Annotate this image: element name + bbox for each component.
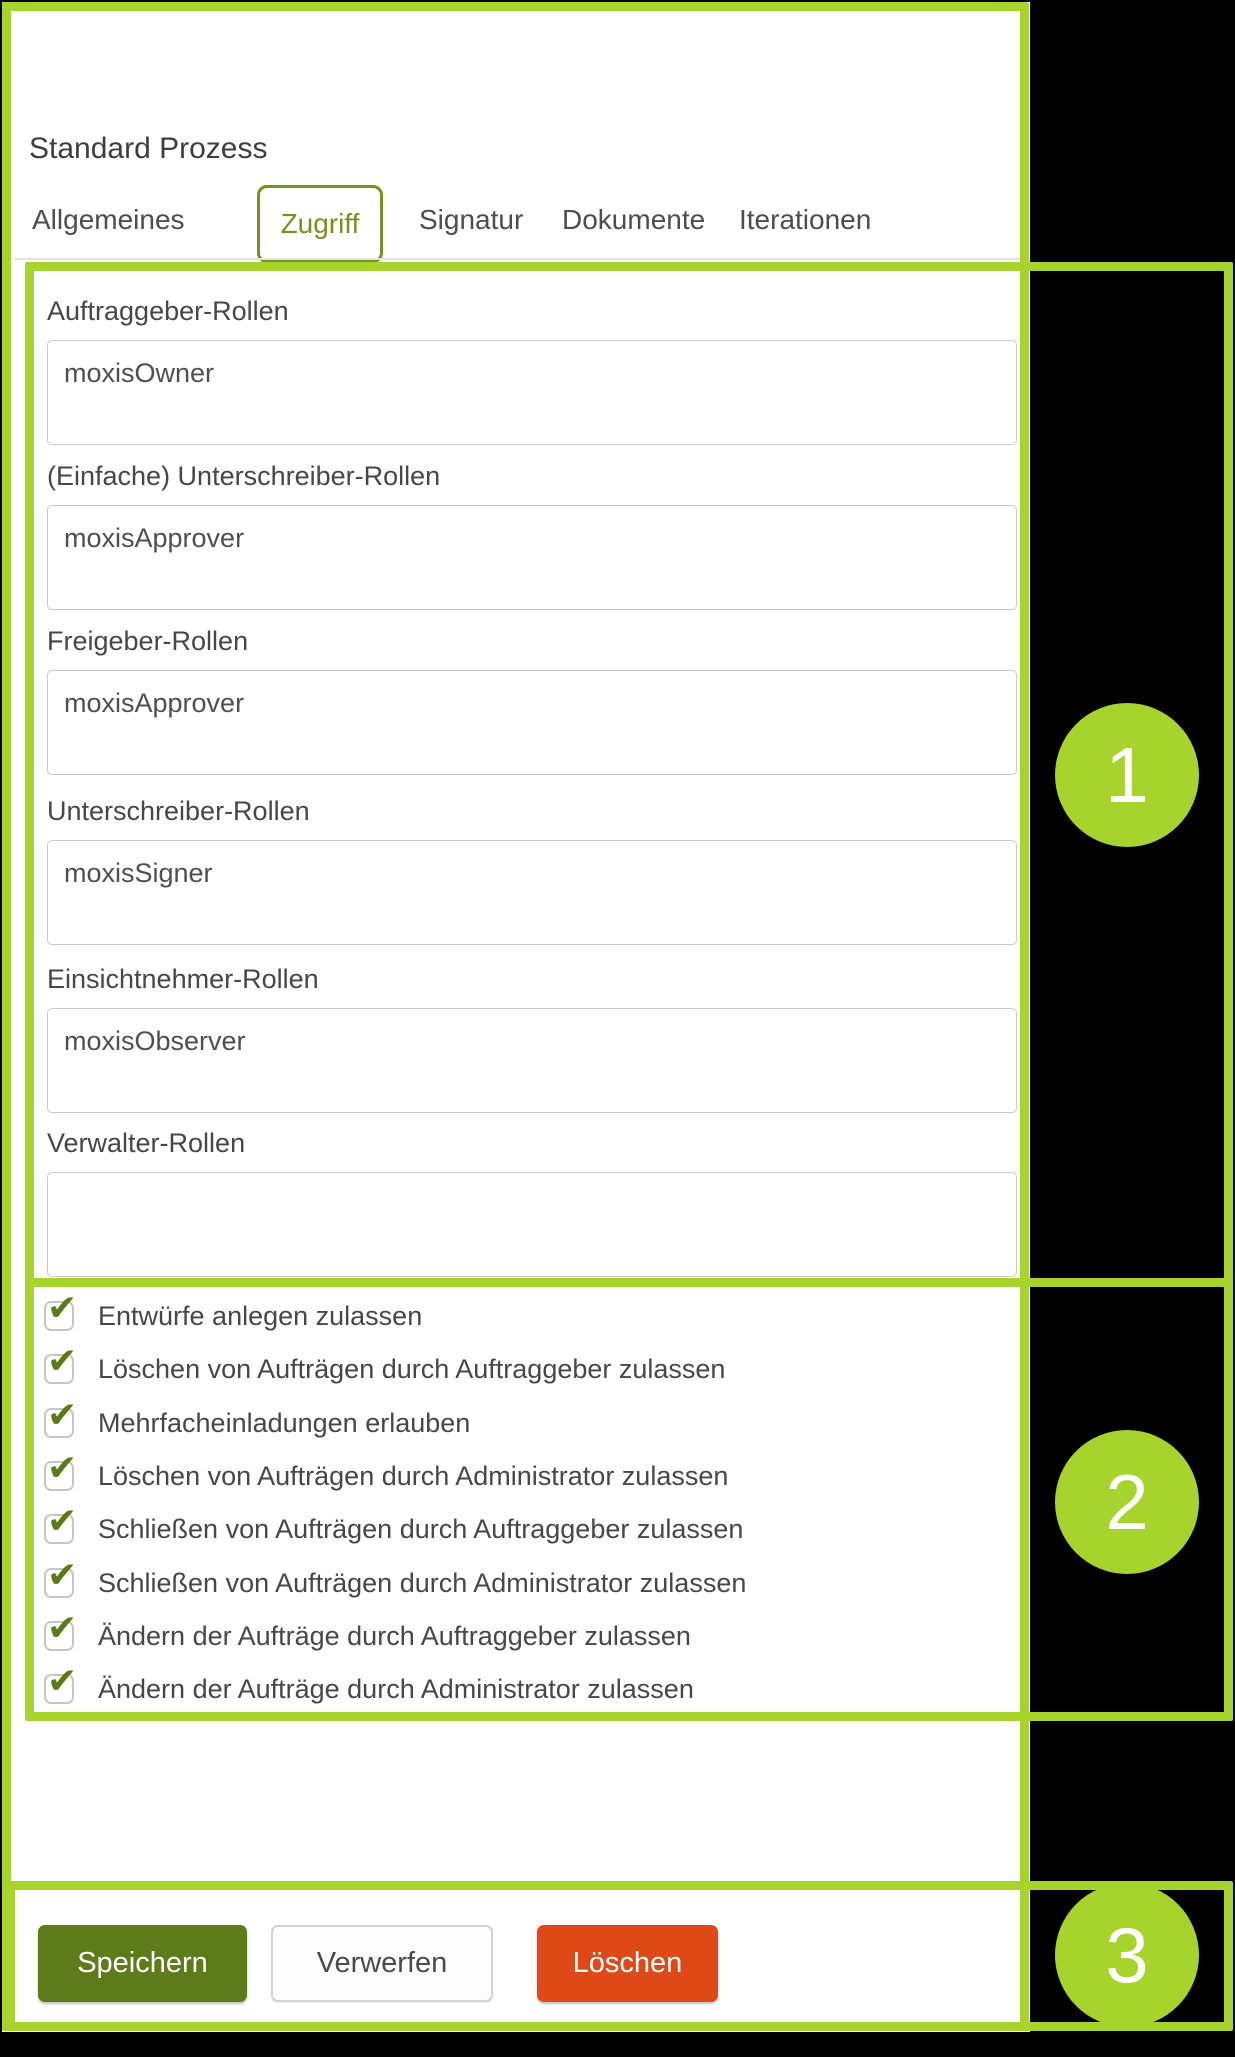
annotation-marker-3: 3 xyxy=(1055,1883,1199,2027)
tab-allgemeines[interactable]: Allgemeines xyxy=(32,204,185,235)
einsichtnehmer-rollen-input[interactable]: moxisObserver xyxy=(47,1008,1017,1113)
field-label: (Einfache) Unterschreiber-Rollen xyxy=(47,461,441,491)
field-einfache-unterschreiber-rollen: (Einfache) Unterschreiber-Rollen moxisAp… xyxy=(47,457,1017,610)
check-icon: ✔ xyxy=(47,1501,78,1542)
field-label: Unterschreiber-Rollen xyxy=(47,796,310,826)
checkbox-label: Löschen von Aufträgen durch Auftraggeber… xyxy=(98,1353,726,1384)
field-value: moxisApprover xyxy=(64,688,245,718)
permission-row-loeschen-administrator: ✔ Löschen von Aufträgen durch Administra… xyxy=(44,1451,729,1493)
checkbox-checked[interactable]: ✔ xyxy=(44,1664,77,1704)
checkbox-label: Ändern der Aufträge durch Administrator … xyxy=(98,1673,694,1704)
check-icon: ✔ xyxy=(47,1555,78,1596)
field-unterschreiber-rollen: Unterschreiber-Rollen moxisSigner xyxy=(47,792,1017,945)
check-icon: ✔ xyxy=(47,1395,78,1436)
checkbox-label: Entwürfe anlegen zulassen xyxy=(98,1300,423,1331)
checkbox-checked[interactable]: ✔ xyxy=(44,1504,77,1544)
checkbox-checked[interactable]: ✔ xyxy=(44,1451,77,1491)
field-label: Freigeber-Rollen xyxy=(47,626,249,656)
einfache-unterschreiber-rollen-input[interactable]: moxisApprover xyxy=(47,505,1017,610)
tab-zugriff[interactable]: Zugriff xyxy=(257,185,383,263)
checkbox-label: Löschen von Aufträgen durch Administrato… xyxy=(98,1460,729,1491)
tab-underline xyxy=(14,258,1022,260)
field-value: moxisSigner xyxy=(64,858,213,888)
permission-row-loeschen-auftraggeber: ✔ Löschen von Aufträgen durch Auftraggeb… xyxy=(44,1344,726,1386)
field-label: Einsichtnehmer-Rollen xyxy=(47,964,319,994)
permission-row-mehrfacheinladungen: ✔ Mehrfacheinladungen erlauben xyxy=(44,1398,471,1440)
permission-row-aendern-auftraggeber: ✔ Ändern der Aufträge durch Auftraggeber… xyxy=(44,1611,691,1653)
permission-row-entwuerfe: ✔ Entwürfe anlegen zulassen xyxy=(44,1291,423,1333)
checkbox-checked[interactable]: ✔ xyxy=(44,1558,77,1598)
tab-signatur[interactable]: Signatur xyxy=(419,204,524,235)
annotation-sidebox-1 xyxy=(1020,262,1233,1287)
auftraggeber-rollen-input[interactable]: moxisOwner xyxy=(47,340,1017,445)
permission-row-schliessen-auftraggeber: ✔ Schließen von Aufträgen durch Auftragg… xyxy=(44,1504,744,1546)
checkbox-checked[interactable]: ✔ xyxy=(44,1611,77,1651)
delete-button[interactable]: Löschen xyxy=(537,1925,718,2002)
check-icon: ✔ xyxy=(47,1608,78,1649)
field-value: moxisOwner xyxy=(64,358,215,388)
checkbox-checked[interactable]: ✔ xyxy=(44,1398,77,1438)
field-value: moxisApprover xyxy=(64,523,245,553)
discard-button[interactable]: Verwerfen xyxy=(271,1925,493,2002)
annotation-marker-1: 1 xyxy=(1055,703,1199,847)
field-label: Auftraggeber-Rollen xyxy=(47,296,289,326)
freigeber-rollen-input[interactable]: moxisApprover xyxy=(47,670,1017,775)
verwalter-rollen-input[interactable] xyxy=(47,1172,1017,1277)
annotation-sidebox-3 xyxy=(1020,1881,1233,2031)
save-button[interactable]: Speichern xyxy=(38,1925,247,2002)
unterschreiber-rollen-input[interactable]: moxisSigner xyxy=(47,840,1017,945)
page-title: Standard Prozess xyxy=(29,132,268,165)
app-panel: Standard Prozess Allgemeines Zugriff Sig… xyxy=(2,2,1030,2032)
field-einsichtnehmer-rollen: Einsichtnehmer-Rollen moxisObserver xyxy=(47,960,1017,1113)
check-icon: ✔ xyxy=(47,1661,78,1702)
checkbox-label: Mehrfacheinladungen erlauben xyxy=(98,1407,471,1438)
checkbox-label: Ändern der Aufträge durch Auftraggeber z… xyxy=(98,1620,691,1651)
check-icon: ✔ xyxy=(47,1288,78,1329)
permission-row-aendern-administrator: ✔ Ändern der Aufträge durch Administrato… xyxy=(44,1664,694,1706)
permission-row-schliessen-administrator: ✔ Schließen von Aufträgen durch Administ… xyxy=(44,1558,747,1600)
field-label: Verwalter-Rollen xyxy=(47,1128,246,1158)
check-icon: ✔ xyxy=(47,1448,78,1489)
checkbox-checked[interactable]: ✔ xyxy=(44,1344,77,1384)
tab-dokumente[interactable]: Dokumente xyxy=(562,204,706,235)
annotation-sidebox-2 xyxy=(1020,1278,1233,1721)
check-icon: ✔ xyxy=(47,1341,78,1382)
field-verwalter-rollen: Verwalter-Rollen xyxy=(47,1124,1017,1277)
checkbox-checked[interactable]: ✔ xyxy=(44,1291,77,1331)
checkbox-label: Schließen von Aufträgen durch Administra… xyxy=(98,1567,747,1598)
checkbox-label: Schließen von Aufträgen durch Auftraggeb… xyxy=(98,1513,744,1544)
field-value: moxisObserver xyxy=(64,1026,246,1056)
field-freigeber-rollen: Freigeber-Rollen moxisApprover xyxy=(47,622,1017,775)
tab-iterationen[interactable]: Iterationen xyxy=(739,204,872,235)
field-auftraggeber-rollen: Auftraggeber-Rollen moxisOwner xyxy=(47,292,1017,445)
annotation-marker-2: 2 xyxy=(1055,1430,1199,1574)
